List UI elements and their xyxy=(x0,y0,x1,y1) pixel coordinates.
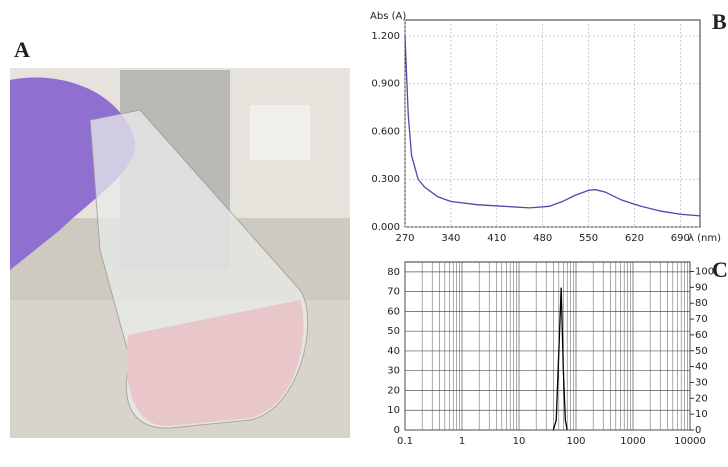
x-tick-label: 1 xyxy=(459,436,465,447)
y2-tick-label: 50 xyxy=(695,346,708,357)
x-tick-label: 10000 xyxy=(674,436,706,447)
x-tick-label: 550 xyxy=(579,233,598,244)
y-tick-label: 0.600 xyxy=(371,126,400,137)
x-tick-label: 100 xyxy=(566,436,585,447)
panel-label: C xyxy=(712,257,728,282)
y-tick-label: 10 xyxy=(387,405,400,416)
panel-label: A xyxy=(14,37,30,62)
y-tick-label: 0 xyxy=(394,425,400,436)
y2-tick-label: 40 xyxy=(695,362,708,373)
y2-tick-label: 20 xyxy=(695,393,708,404)
photo xyxy=(10,68,350,438)
y-tick-label: 40 xyxy=(387,346,400,357)
y-tick-label: 50 xyxy=(387,326,400,337)
y2-tick-label: 10 xyxy=(695,409,708,420)
y2-tick-label: 0 xyxy=(695,425,701,436)
x-tick-label: 270 xyxy=(395,233,414,244)
x-tick-label: 10 xyxy=(513,436,526,447)
y-tick-label: 1.200 xyxy=(371,31,400,42)
y2-tick-label: 60 xyxy=(695,330,708,341)
x-tick-label: 690 xyxy=(671,233,690,244)
plot-area xyxy=(404,261,691,431)
y2-tick-label: 100 xyxy=(695,267,714,278)
y2-tick-label: 80 xyxy=(695,298,708,309)
x-tick-label: 480 xyxy=(533,233,552,244)
y-tick-label: 60 xyxy=(387,306,400,317)
y-tick-label: 70 xyxy=(387,287,400,298)
y-tick-label: 80 xyxy=(387,267,400,278)
data-line xyxy=(552,287,568,431)
plot-area xyxy=(404,19,701,228)
x-tick-label: 0.1 xyxy=(397,436,413,447)
y-tick-label: 0.900 xyxy=(371,79,400,90)
x-tick-label: 1000 xyxy=(620,436,645,447)
x-tick-label: 410 xyxy=(487,233,506,244)
y-tick-label: 20 xyxy=(387,385,400,396)
y-tick-label: 30 xyxy=(387,366,400,377)
y2-tick-label: 70 xyxy=(695,314,708,325)
y2-tick-label: 30 xyxy=(695,377,708,388)
x-axis-label: λ (nm) xyxy=(688,233,721,244)
y-tick-label: 0.300 xyxy=(371,174,400,185)
x-tick-label: 620 xyxy=(625,233,644,244)
y-tick-label: 0.000 xyxy=(371,222,400,233)
y2-tick-label: 90 xyxy=(695,282,708,293)
panel-label: B xyxy=(712,9,727,34)
x-tick-label: 340 xyxy=(441,233,460,244)
y-axis-label: Abs (A) xyxy=(370,11,406,22)
data-line xyxy=(404,35,701,217)
